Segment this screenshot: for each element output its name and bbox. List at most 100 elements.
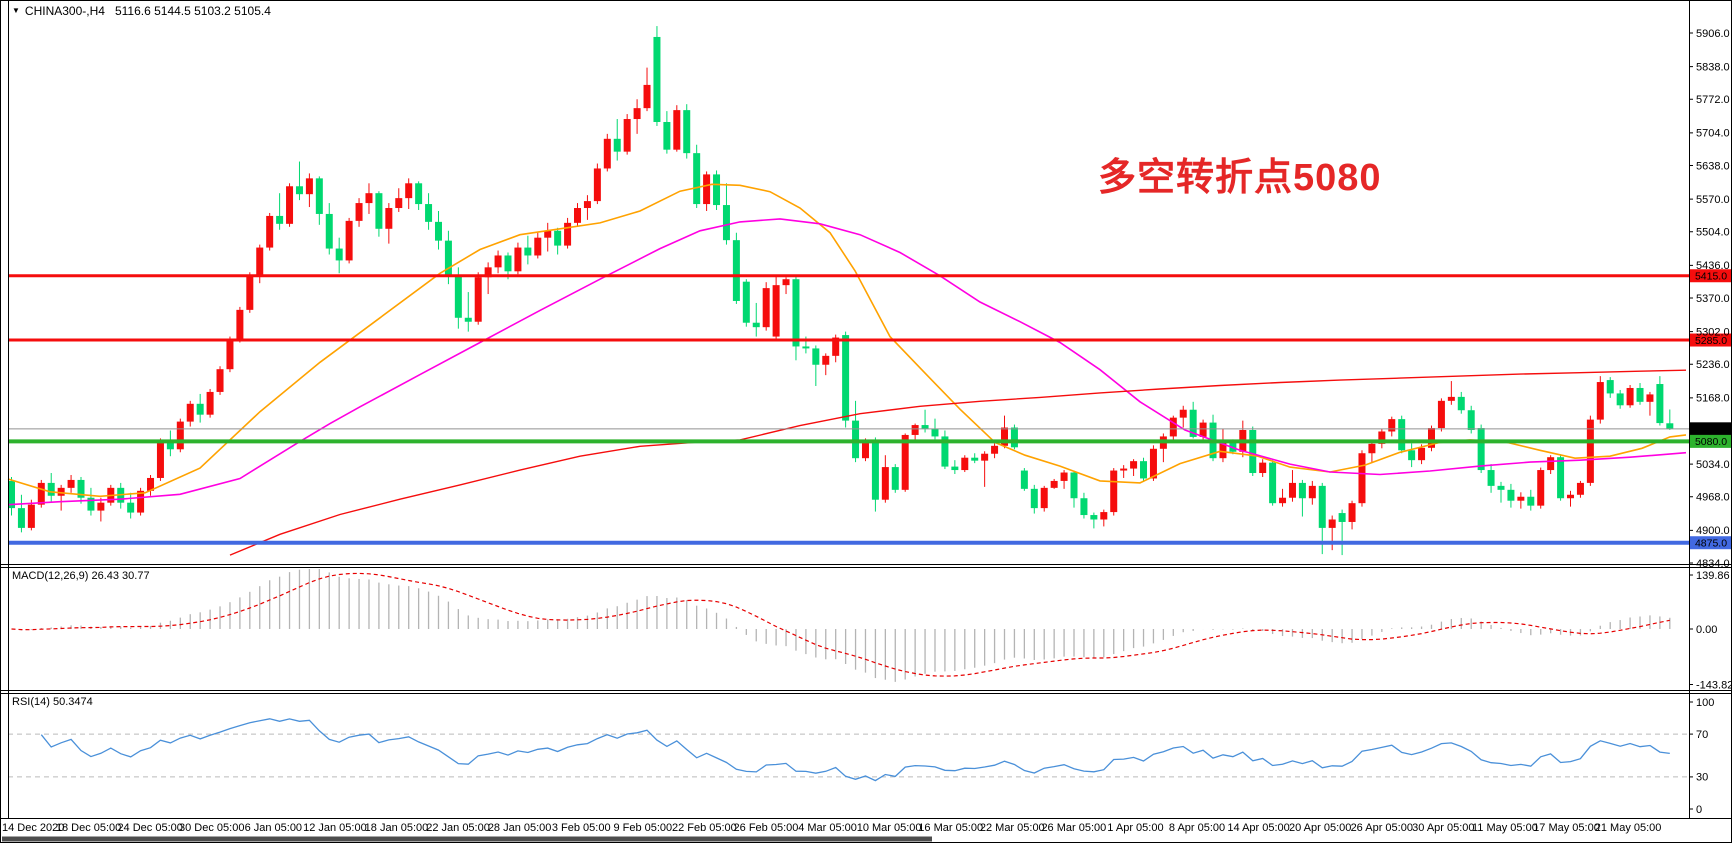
candle-up[interactable]	[603, 138, 611, 169]
candle-up[interactable]	[206, 391, 214, 415]
candle-down[interactable]	[653, 36, 661, 122]
candle-down[interactable]	[295, 186, 303, 195]
candle-up[interactable]	[1169, 417, 1177, 437]
candle-up[interactable]	[981, 453, 989, 461]
candle-down[interactable]	[8, 480, 15, 509]
candle-up[interactable]	[405, 183, 413, 199]
candle-up[interactable]	[1447, 396, 1455, 401]
candle-up[interactable]	[544, 230, 552, 238]
candle-down[interactable]	[375, 193, 383, 229]
candle-up[interactable]	[1427, 428, 1435, 448]
candle-down[interactable]	[1497, 485, 1505, 490]
candle-down[interactable]	[1080, 498, 1088, 516]
candle-up[interactable]	[365, 193, 373, 204]
candle-up[interactable]	[1626, 387, 1634, 406]
candle-down[interactable]	[434, 221, 442, 241]
candle-up[interactable]	[1110, 470, 1118, 513]
candle-up[interactable]	[156, 440, 164, 478]
candle-down[interactable]	[1249, 430, 1257, 474]
candle-up[interactable]	[1179, 409, 1187, 418]
candle-up[interactable]	[1437, 400, 1445, 429]
candle-up[interactable]	[97, 502, 105, 511]
candle-up[interactable]	[266, 215, 274, 248]
candle-down[interactable]	[1398, 419, 1406, 451]
candle-down[interactable]	[842, 335, 850, 421]
candle-up[interactable]	[1368, 443, 1376, 454]
candle-up[interactable]	[186, 403, 194, 422]
candle-up[interactable]	[1100, 512, 1108, 520]
candle-down[interactable]	[613, 138, 621, 152]
candle-up[interactable]	[593, 168, 601, 202]
candle-up[interactable]	[623, 119, 631, 152]
candle-up[interactable]	[762, 288, 770, 328]
candle-down[interactable]	[1338, 513, 1346, 522]
candle-up[interactable]	[474, 277, 482, 322]
candle-up[interactable]	[1576, 482, 1584, 495]
candle-down[interactable]	[425, 204, 433, 222]
candle-down[interactable]	[1527, 496, 1535, 506]
candle-up[interactable]	[564, 222, 572, 246]
candle-up[interactable]	[772, 285, 780, 337]
candle-down[interactable]	[1020, 470, 1028, 489]
candle-down[interactable]	[1030, 488, 1038, 509]
candle-down[interactable]	[1487, 470, 1495, 486]
candle-down[interactable]	[941, 436, 949, 467]
candle-down[interactable]	[315, 178, 323, 214]
candle-down[interactable]	[464, 317, 472, 322]
candle-down[interactable]	[454, 275, 462, 318]
rsi-panel[interactable]: 100 70 30 0	[8, 697, 1714, 816]
candle-down[interactable]	[722, 205, 730, 241]
candle-down[interactable]	[921, 425, 929, 429]
candle-down[interactable]	[554, 230, 562, 246]
candle-down[interactable]	[524, 247, 532, 256]
candle-down[interactable]	[325, 213, 333, 249]
candle-up[interactable]	[1130, 461, 1138, 469]
candle-down[interactable]	[1666, 423, 1674, 429]
candle-down[interactable]	[1477, 428, 1485, 471]
candle-down[interactable]	[196, 403, 204, 415]
candle-down[interactable]	[415, 183, 423, 205]
candle-up[interactable]	[1120, 468, 1128, 471]
candle-down[interactable]	[1298, 482, 1306, 499]
candle-up[interactable]	[246, 275, 254, 310]
candle-down[interactable]	[792, 279, 800, 347]
candle-up[interactable]	[355, 203, 363, 221]
candle-up[interactable]	[574, 208, 582, 223]
candle-up[interactable]	[494, 255, 502, 268]
candles-layer[interactable]	[8, 26, 1674, 556]
candle-down[interactable]	[951, 466, 959, 471]
candle-down[interactable]	[1189, 409, 1197, 437]
candle-down[interactable]	[1140, 461, 1148, 479]
candle-up[interactable]	[534, 237, 542, 256]
candle-up[interactable]	[1001, 427, 1008, 446]
candle-up[interactable]	[1646, 394, 1654, 402]
symbol-dropdown-icon[interactable]: ▼	[12, 6, 20, 15]
candle-up[interactable]	[484, 267, 492, 278]
candle-up[interactable]	[911, 425, 919, 435]
candle-up[interactable]	[147, 477, 155, 491]
candle-up[interactable]	[1149, 448, 1157, 479]
candle-down[interactable]	[1616, 393, 1624, 406]
candle-down[interactable]	[335, 248, 343, 261]
candle-up[interactable]	[1348, 503, 1356, 522]
candle-up[interactable]	[345, 220, 353, 261]
candle-down[interactable]	[732, 240, 740, 301]
candle-down[interactable]	[1408, 450, 1416, 461]
candle-up[interactable]	[1586, 419, 1594, 483]
candle-down[interactable]	[1636, 387, 1644, 402]
candle-up[interactable]	[1517, 496, 1525, 501]
candle-up[interactable]	[1279, 497, 1287, 504]
candle-up[interactable]	[1547, 457, 1555, 471]
candle-down[interactable]	[1656, 384, 1664, 424]
candle-down[interactable]	[812, 348, 820, 365]
candle-up[interactable]	[216, 369, 224, 392]
candle-up[interactable]	[1567, 494, 1575, 499]
candle-up[interactable]	[514, 247, 522, 272]
candle-up[interactable]	[137, 490, 145, 513]
candle-up[interactable]	[1358, 453, 1366, 504]
candle-up[interactable]	[1199, 422, 1207, 437]
candle-up[interactable]	[673, 110, 681, 150]
candle-up[interactable]	[991, 445, 999, 454]
candle-up[interactable]	[1378, 431, 1386, 444]
candle-up[interactable]	[67, 479, 75, 488]
